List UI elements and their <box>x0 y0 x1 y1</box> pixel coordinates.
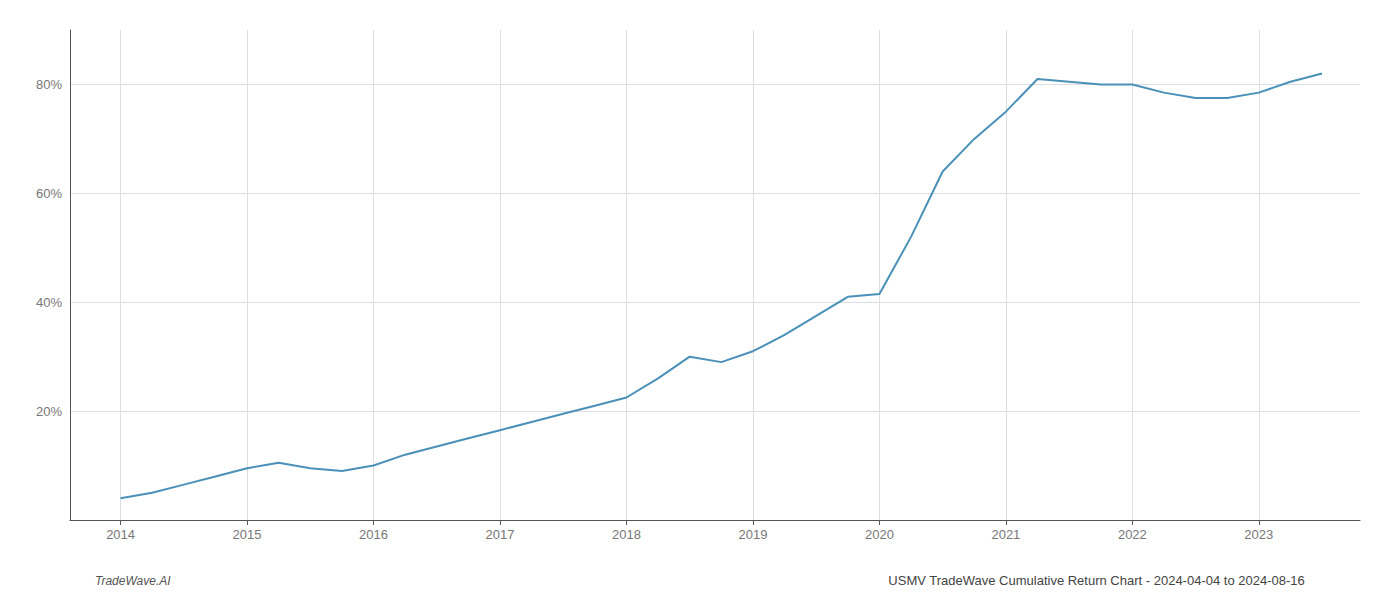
svg-text:2022: 2022 <box>1118 527 1147 542</box>
svg-text:40%: 40% <box>36 295 62 310</box>
svg-text:2021: 2021 <box>991 527 1020 542</box>
svg-text:2014: 2014 <box>106 527 135 542</box>
svg-text:60%: 60% <box>36 186 62 201</box>
svg-text:USMV TradeWave Cumulative Retu: USMV TradeWave Cumulative Return Chart -… <box>888 573 1304 588</box>
svg-text:2019: 2019 <box>738 527 767 542</box>
svg-text:2023: 2023 <box>1244 527 1273 542</box>
svg-text:2015: 2015 <box>233 527 262 542</box>
svg-text:TradeWave.AI: TradeWave.AI <box>95 574 171 588</box>
svg-text:2018: 2018 <box>612 527 641 542</box>
svg-text:20%: 20% <box>36 404 62 419</box>
svg-text:2017: 2017 <box>486 527 515 542</box>
svg-text:2020: 2020 <box>865 527 894 542</box>
svg-text:80%: 80% <box>36 77 62 92</box>
svg-text:2016: 2016 <box>359 527 388 542</box>
